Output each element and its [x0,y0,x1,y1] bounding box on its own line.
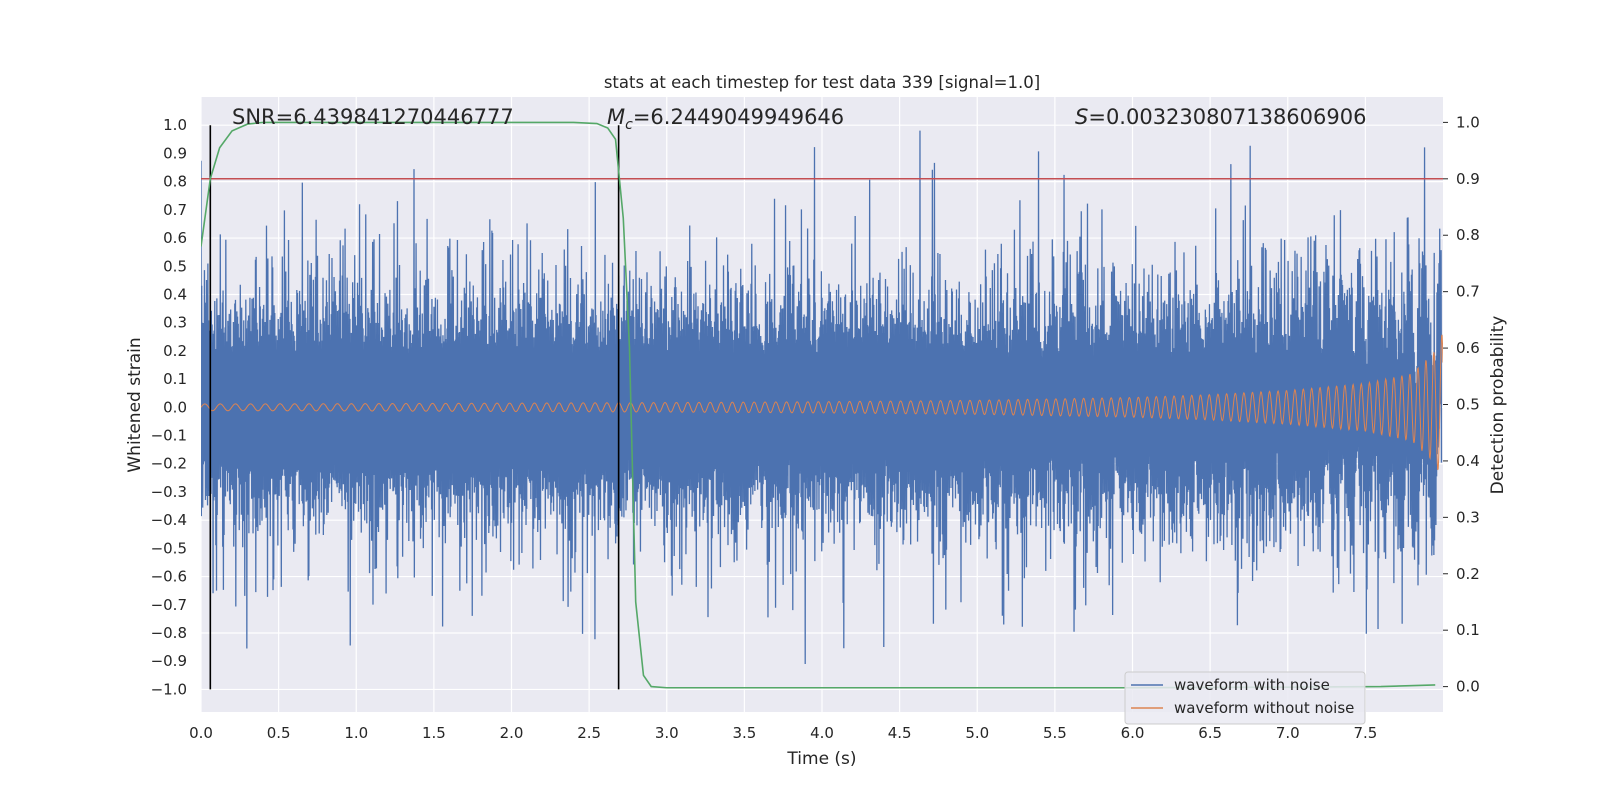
x-tick-label: 4.0 [810,724,834,742]
x-axis-title: Time (s) [786,749,856,769]
chirp-mass-annotation: Mc=6.2449049949646 [607,105,844,133]
x-tick-label: 3.5 [732,724,756,742]
x-tick-label: 0.0 [189,724,213,742]
y-tick-label: −0.3 [151,483,187,501]
x-tick-label: 4.5 [888,724,912,742]
y-tick-label: −0.1 [151,427,187,445]
y-tick-label: −0.9 [151,652,187,670]
chart-title: stats at each timestep for test data 339… [604,73,1040,92]
s-symbol: S [1075,105,1088,129]
series-waveform-with-noise [201,130,1443,664]
legend-box [1124,671,1366,725]
s-value: =0.003230807138606906 [1088,105,1366,129]
mc-value: =6.2449049949646 [633,105,844,129]
y-tick-labels: 1.0 0.9 0.8 0.7 0.6 0.5 0.4 0.3 0.2 0.1 0.0 −0.1 −0.… [151,116,187,698]
y2-tick-label: 0.6 [1456,339,1480,357]
x-tick-label: 3.0 [655,724,679,742]
x-tick-label: 1.0 [344,724,368,742]
x-tick-label: 0.5 [267,724,291,742]
y-tick-label: 0.9 [163,144,187,162]
y-tick-label: −0.2 [151,455,187,473]
y2-tick-label: 0.2 [1456,565,1480,583]
y-tick-label: 0.1 [163,370,187,388]
series-waveform-without-noise [201,334,1443,471]
y-tick-label: 0.5 [163,257,187,275]
y2-tick-label: 0.8 [1456,226,1480,244]
y2-tick-label: 0.0 [1456,678,1480,696]
y-tick-label: −0.8 [151,624,187,642]
y-tick-label: −1.0 [151,680,187,698]
y-tick-label: 0.3 [163,314,187,332]
mc-symbol: M [607,105,625,129]
snr-annotation: SNR=6.439841270446777 [232,105,514,129]
event-lines [209,125,620,690]
x-tick-label: 7.0 [1276,724,1300,742]
x-tick-label: 2.0 [500,724,524,742]
y2-tick-label: 0.3 [1456,508,1480,526]
y2-tick-labels: 1.0 0.9 0.8 0.7 0.6 0.5 0.4 0.3 0.2 0.1 0.0 [1443,113,1480,696]
y2-tick-label: 1.0 [1456,113,1480,131]
x-tick-label: 1.5 [422,724,446,742]
x-tick-label: 6.0 [1121,724,1145,742]
s-annotation: S=0.003230807138606906 [1075,105,1366,129]
y-tick-label: 0.8 [163,173,187,191]
y-tick-label: 0.7 [163,201,187,219]
x-tick-label: 2.5 [577,724,601,742]
legend-label-noise: waveform with noise [1174,676,1330,694]
y-tick-label: 0.6 [163,229,187,247]
y2-axis-title: Detection probability [1488,316,1508,495]
y-tick-label: 0.4 [163,285,187,303]
mc-subscript: c [625,117,633,133]
y-tick-label: 0.0 [163,398,187,416]
y2-tick-label: 0.7 [1456,283,1480,301]
y-axis-title: Whitened strain [125,337,145,472]
legend: waveform with noise waveform without noi… [1124,671,1366,725]
x-tick-label: 7.5 [1353,724,1377,742]
x-tick-label: 5.0 [965,724,989,742]
y-tick-label: −0.5 [151,539,187,557]
legend-label-clean: waveform without noise [1174,699,1354,717]
x-tick-label: 5.5 [1043,724,1067,742]
y2-tick-label: 0.1 [1456,621,1480,639]
y-tick-label: 0.2 [163,342,187,360]
y2-tick-label: 0.5 [1456,396,1480,414]
y-tick-label: 1.0 [163,116,187,134]
y2-tick-label: 0.4 [1456,452,1480,470]
series-detection-probability [201,121,1436,689]
y-tick-label: −0.7 [151,596,187,614]
y2-tick-label: 0.9 [1456,170,1480,188]
y-tick-label: −0.4 [151,511,187,529]
x-tick-label: 6.5 [1198,724,1222,742]
y-tick-label: −0.6 [151,568,187,586]
x-tick-labels: 0.0 0.5 1.0 1.5 2.0 2.5 3.0 3.5 4.0 4.5 5.0 5.5 6.0 6… [189,724,1377,742]
